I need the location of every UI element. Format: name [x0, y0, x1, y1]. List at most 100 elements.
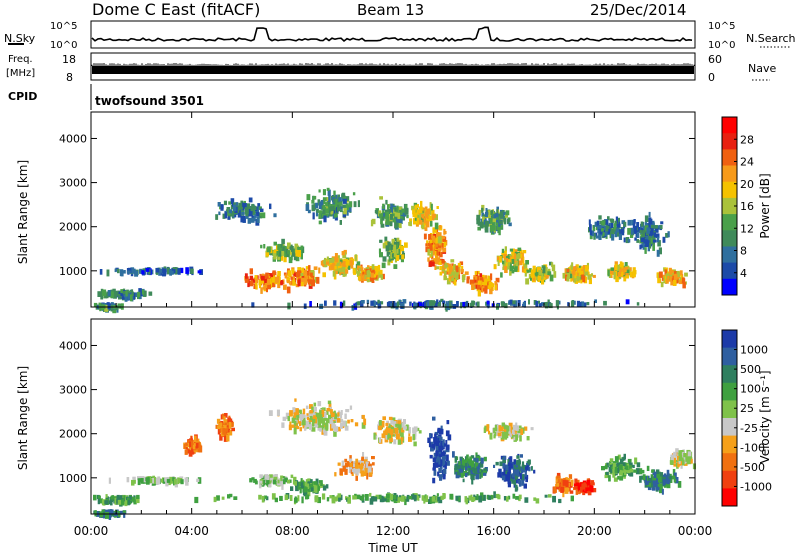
data-cell	[120, 291, 124, 297]
data-cell	[659, 486, 663, 494]
data-cell	[129, 495, 132, 500]
data-cell	[488, 495, 492, 500]
data-cell	[331, 422, 335, 429]
data-cell	[249, 280, 253, 287]
data-cell	[309, 416, 313, 421]
data-cell	[342, 204, 346, 209]
data-cell	[468, 467, 472, 473]
data-cell	[139, 291, 143, 297]
data-cell	[294, 497, 298, 501]
data-cell	[475, 278, 478, 283]
data-cell	[646, 465, 650, 471]
data-cell	[447, 434, 452, 441]
data-cell	[286, 286, 291, 294]
data-cell	[582, 489, 585, 493]
data-cell	[137, 476, 141, 481]
data-cell	[312, 422, 314, 427]
data-cell	[328, 195, 331, 202]
data-cell	[421, 215, 424, 222]
colorbar-segment	[722, 400, 737, 419]
data-cell	[305, 204, 310, 211]
data-cell	[384, 429, 388, 435]
data-cell	[271, 493, 276, 500]
y-tick-label: 2000	[59, 428, 87, 441]
data-cell	[230, 204, 234, 210]
data-cell	[648, 218, 653, 225]
data-cell	[197, 477, 202, 484]
data-cell	[401, 208, 405, 213]
data-cell	[617, 467, 620, 474]
data-cell	[240, 215, 244, 223]
data-cell	[132, 497, 136, 503]
data-cell	[287, 242, 291, 250]
data-cell	[339, 468, 343, 475]
data-cell	[654, 227, 659, 233]
data-cell	[435, 446, 439, 451]
data-cell	[292, 279, 296, 286]
nsky-trace	[91, 26, 693, 43]
data-cell	[382, 416, 386, 421]
data-cell	[545, 270, 549, 275]
data-cell	[429, 261, 432, 267]
data-cell	[164, 477, 168, 482]
data-cell	[107, 303, 112, 310]
data-cell	[572, 300, 576, 305]
data-cell	[141, 270, 145, 275]
data-cell	[446, 267, 449, 272]
data-cell	[496, 224, 501, 230]
data-cell	[414, 204, 418, 210]
x-tick-label: 00:00	[74, 524, 109, 538]
data-cell	[632, 464, 635, 468]
power-y-axis-label: Slant Range [km]	[16, 160, 30, 264]
data-cell	[364, 456, 368, 460]
data-cell	[522, 250, 527, 254]
data-cell	[617, 271, 622, 277]
data-cell	[512, 248, 515, 253]
cpid-label: CPID	[8, 90, 37, 103]
data-cell	[134, 292, 138, 298]
data-cell	[581, 270, 584, 276]
data-cell	[185, 267, 189, 274]
data-cell	[378, 425, 382, 431]
data-cell	[229, 493, 233, 498]
data-cell	[497, 260, 500, 266]
data-cell	[583, 302, 587, 308]
data-cell	[591, 482, 595, 486]
data-cell	[461, 459, 465, 465]
data-cell	[405, 424, 409, 431]
data-cell	[385, 199, 388, 205]
data-cell	[272, 270, 276, 275]
data-cell	[400, 245, 404, 251]
data-cell	[139, 295, 142, 300]
data-cell	[399, 429, 403, 437]
data-cell	[380, 212, 385, 220]
data-cell	[400, 211, 403, 215]
data-cell	[380, 223, 385, 228]
data-cell	[495, 461, 499, 466]
data-cell	[355, 463, 359, 469]
data-cell	[418, 430, 422, 434]
data-cell	[393, 301, 396, 308]
data-cell	[558, 475, 561, 480]
data-cell	[581, 274, 585, 281]
data-cell	[610, 469, 613, 474]
data-cell	[390, 214, 393, 220]
data-cell	[672, 275, 676, 280]
data-cell	[605, 463, 608, 467]
data-cell	[438, 232, 442, 240]
data-cell	[344, 469, 348, 475]
data-cell	[230, 210, 234, 217]
data-cell	[477, 463, 480, 467]
data-cell	[658, 271, 663, 278]
data-cell	[466, 497, 470, 504]
data-cell	[366, 276, 370, 283]
data-cell	[385, 422, 389, 426]
data-cell	[525, 475, 528, 483]
data-cell	[416, 427, 420, 431]
data-cell	[280, 475, 284, 482]
data-cell	[624, 471, 627, 476]
data-cell	[398, 299, 402, 305]
data-cell	[585, 487, 589, 492]
data-cell	[292, 251, 295, 257]
data-cell	[396, 217, 401, 223]
